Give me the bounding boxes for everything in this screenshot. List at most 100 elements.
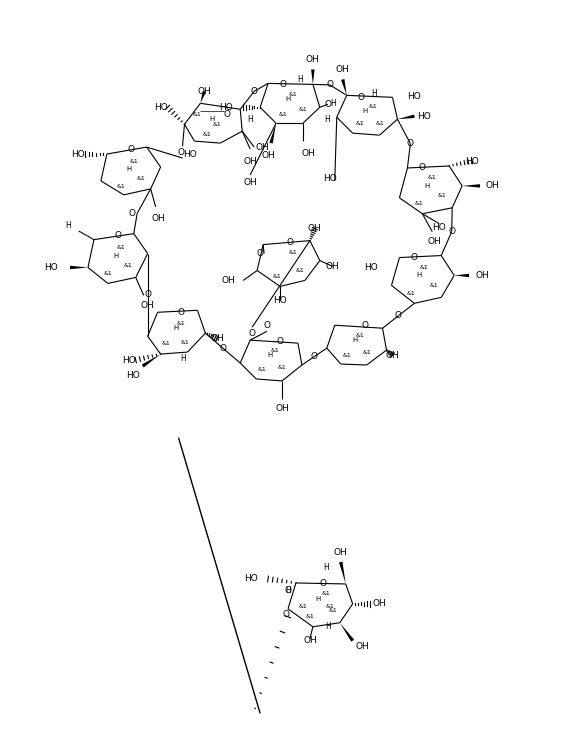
Polygon shape [269, 123, 276, 143]
Text: O: O [395, 311, 402, 320]
Text: OH: OH [485, 181, 499, 191]
Text: HO: HO [154, 103, 167, 112]
Text: OH: OH [152, 214, 166, 223]
Text: OH: OH [255, 143, 269, 151]
Polygon shape [454, 273, 469, 277]
Text: H: H [325, 622, 331, 631]
Polygon shape [311, 69, 315, 84]
Text: OH: OH [301, 149, 315, 157]
Polygon shape [341, 79, 347, 95]
Text: O: O [177, 148, 184, 157]
Text: &1: &1 [161, 341, 170, 346]
Text: H: H [173, 325, 178, 331]
Text: &1: &1 [299, 106, 307, 112]
Text: &1: &1 [116, 245, 125, 250]
Text: H: H [180, 353, 186, 363]
Text: &1: &1 [203, 132, 212, 137]
Text: O: O [224, 110, 231, 119]
Text: H: H [65, 221, 71, 231]
Text: H: H [248, 115, 253, 123]
Text: &1: &1 [355, 333, 364, 338]
Text: OH: OH [386, 350, 399, 360]
Text: H: H [297, 75, 303, 84]
Text: H: H [113, 253, 119, 259]
Text: HO: HO [219, 103, 233, 112]
Text: H: H [285, 587, 291, 596]
Text: &1: &1 [104, 271, 112, 276]
Text: H: H [126, 166, 131, 172]
Text: O: O [448, 227, 455, 236]
Text: &1: &1 [362, 350, 371, 355]
Text: HO: HO [273, 296, 287, 304]
Text: OH: OH [372, 599, 386, 608]
Text: OH: OH [222, 276, 236, 285]
Text: &1: &1 [129, 159, 138, 163]
Text: &1: &1 [116, 185, 125, 189]
Text: O: O [177, 307, 184, 317]
Text: H: H [330, 99, 336, 108]
Text: H: H [417, 273, 422, 279]
Text: &1: &1 [270, 347, 280, 353]
Text: O: O [264, 321, 270, 330]
Text: &1: &1 [123, 263, 132, 268]
Text: OH: OH [275, 404, 289, 413]
Text: H: H [268, 352, 273, 358]
Polygon shape [201, 91, 206, 103]
Text: HO: HO [122, 355, 136, 364]
Text: OH: OH [198, 87, 211, 96]
Text: OH: OH [306, 55, 320, 64]
Text: O: O [129, 208, 136, 218]
Text: &1: &1 [407, 291, 416, 296]
Text: HO: HO [418, 112, 431, 120]
Text: O: O [127, 145, 134, 154]
Text: &1: &1 [355, 120, 364, 126]
Text: O: O [419, 163, 426, 172]
Text: &1: &1 [375, 120, 384, 126]
Text: HO: HO [323, 174, 337, 183]
Text: HO: HO [126, 372, 140, 381]
Text: HO: HO [407, 92, 421, 101]
Text: H: H [324, 115, 329, 123]
Text: O: O [361, 321, 368, 330]
Text: OH: OH [261, 151, 275, 160]
Text: &1: &1 [181, 340, 190, 344]
Text: OH: OH [210, 333, 224, 343]
Polygon shape [339, 562, 346, 584]
Text: O: O [115, 231, 121, 240]
Text: &1: &1 [368, 103, 377, 109]
Text: &1: &1 [420, 265, 429, 270]
Text: H: H [285, 96, 291, 102]
Text: &1: &1 [278, 364, 286, 370]
Text: O: O [219, 344, 226, 353]
Text: &1: &1 [289, 92, 297, 97]
Text: &1: &1 [428, 175, 437, 180]
Text: HO: HO [364, 263, 378, 272]
Text: OH: OH [308, 224, 321, 234]
Text: OH: OH [244, 157, 257, 166]
Text: &1: &1 [299, 605, 307, 610]
Polygon shape [340, 623, 354, 641]
Text: O: O [324, 100, 331, 109]
Text: O: O [286, 238, 293, 247]
Text: O: O [280, 80, 286, 89]
Text: H: H [323, 562, 329, 571]
Text: &1: &1 [176, 321, 185, 326]
Text: H: H [372, 89, 378, 98]
Polygon shape [142, 354, 160, 367]
Text: &1: &1 [321, 591, 330, 596]
Text: H: H [210, 116, 215, 122]
Text: HO: HO [71, 149, 85, 159]
Text: O: O [257, 249, 264, 258]
Text: O: O [411, 253, 418, 262]
Text: HO: HO [44, 263, 58, 272]
Text: &1: &1 [328, 608, 337, 613]
Text: HO: HO [183, 149, 197, 159]
Text: &1: &1 [136, 177, 145, 182]
Text: OH: OH [475, 271, 489, 280]
Text: &1: &1 [296, 268, 304, 273]
Text: O: O [249, 329, 256, 338]
Text: &1: &1 [258, 367, 266, 372]
Text: &1: &1 [273, 274, 281, 279]
Text: OH: OH [356, 642, 370, 651]
Text: HO: HO [433, 223, 446, 232]
